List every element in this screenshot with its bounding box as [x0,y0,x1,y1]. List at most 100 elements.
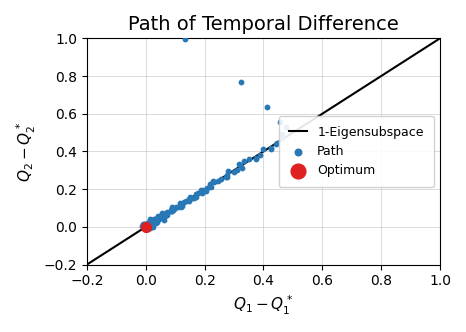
Path [157,214,164,219]
Path [167,208,175,213]
Path [160,211,168,216]
Path [142,223,149,229]
Path [144,225,151,231]
Path [178,203,185,208]
Path [155,214,162,220]
Path [147,221,155,226]
Path [148,223,155,228]
Path [154,215,161,220]
Path [236,162,243,167]
Path [146,223,154,228]
Path [150,218,158,224]
Path [144,221,151,227]
Path [146,224,153,229]
X-axis label: $Q_1 - Q_1^*$: $Q_1 - Q_1^*$ [233,294,294,317]
Path [152,220,160,225]
Path [274,140,281,145]
Path [267,146,274,151]
Path [225,169,232,174]
Path [146,221,153,227]
Path [146,225,154,230]
Path [144,223,152,229]
Path [145,221,153,227]
Path [278,135,286,141]
Path [154,213,162,219]
Path [174,204,182,209]
Path [252,156,260,161]
Path [155,216,163,221]
Path [142,225,150,230]
Path [197,187,205,192]
Path [259,146,267,151]
Path [217,176,224,181]
Path [146,221,153,226]
Path [149,221,157,226]
Path [145,224,153,230]
Path [192,194,199,200]
Path [245,156,252,161]
Path [144,225,151,231]
Path [145,224,152,229]
Path [143,227,150,232]
Path [263,104,271,110]
Legend: 1-Eigensubspace, Path, Optimum: 1-Eigensubspace, Path, Optimum [279,116,434,187]
Path [159,214,167,219]
Path [142,225,149,231]
Path [147,224,154,229]
Path [167,207,174,212]
Path [147,220,154,225]
Path [168,208,175,213]
Path [150,220,158,226]
Path [141,222,149,227]
Path [143,223,150,229]
Path [144,223,151,228]
Path [199,190,206,196]
Path [154,215,161,220]
Path [148,221,155,226]
Path [159,215,166,220]
Path [149,217,157,222]
Path [143,223,151,228]
Path [146,216,154,221]
Path [147,224,155,229]
Path [152,217,159,222]
Path [158,213,165,218]
Path [144,222,151,228]
Path [278,131,286,136]
Path [145,220,152,226]
Path [141,223,148,228]
Path [190,195,198,201]
Path [183,198,190,204]
Path [141,224,148,230]
Path [146,218,154,223]
Path [147,225,154,230]
Path [148,222,156,227]
Path [267,146,275,151]
Path [140,223,148,228]
Path [272,141,279,146]
Path [149,218,156,224]
Path [146,218,154,223]
Path [210,179,218,184]
Path [142,225,149,230]
Path [138,224,145,229]
Optimum [142,224,150,229]
Path [140,224,148,230]
Path [148,218,156,223]
Path [148,220,155,225]
Path [153,219,161,225]
Path [202,188,209,194]
Path [161,213,169,218]
Path [148,219,155,225]
Path [145,221,153,226]
Path [207,184,215,190]
Path [188,196,196,201]
Path [151,217,158,222]
Path [153,216,160,221]
Path [223,173,230,178]
Path [160,213,167,219]
Path [238,165,246,171]
Path [177,203,185,208]
Path [282,125,289,130]
Path [276,120,284,125]
